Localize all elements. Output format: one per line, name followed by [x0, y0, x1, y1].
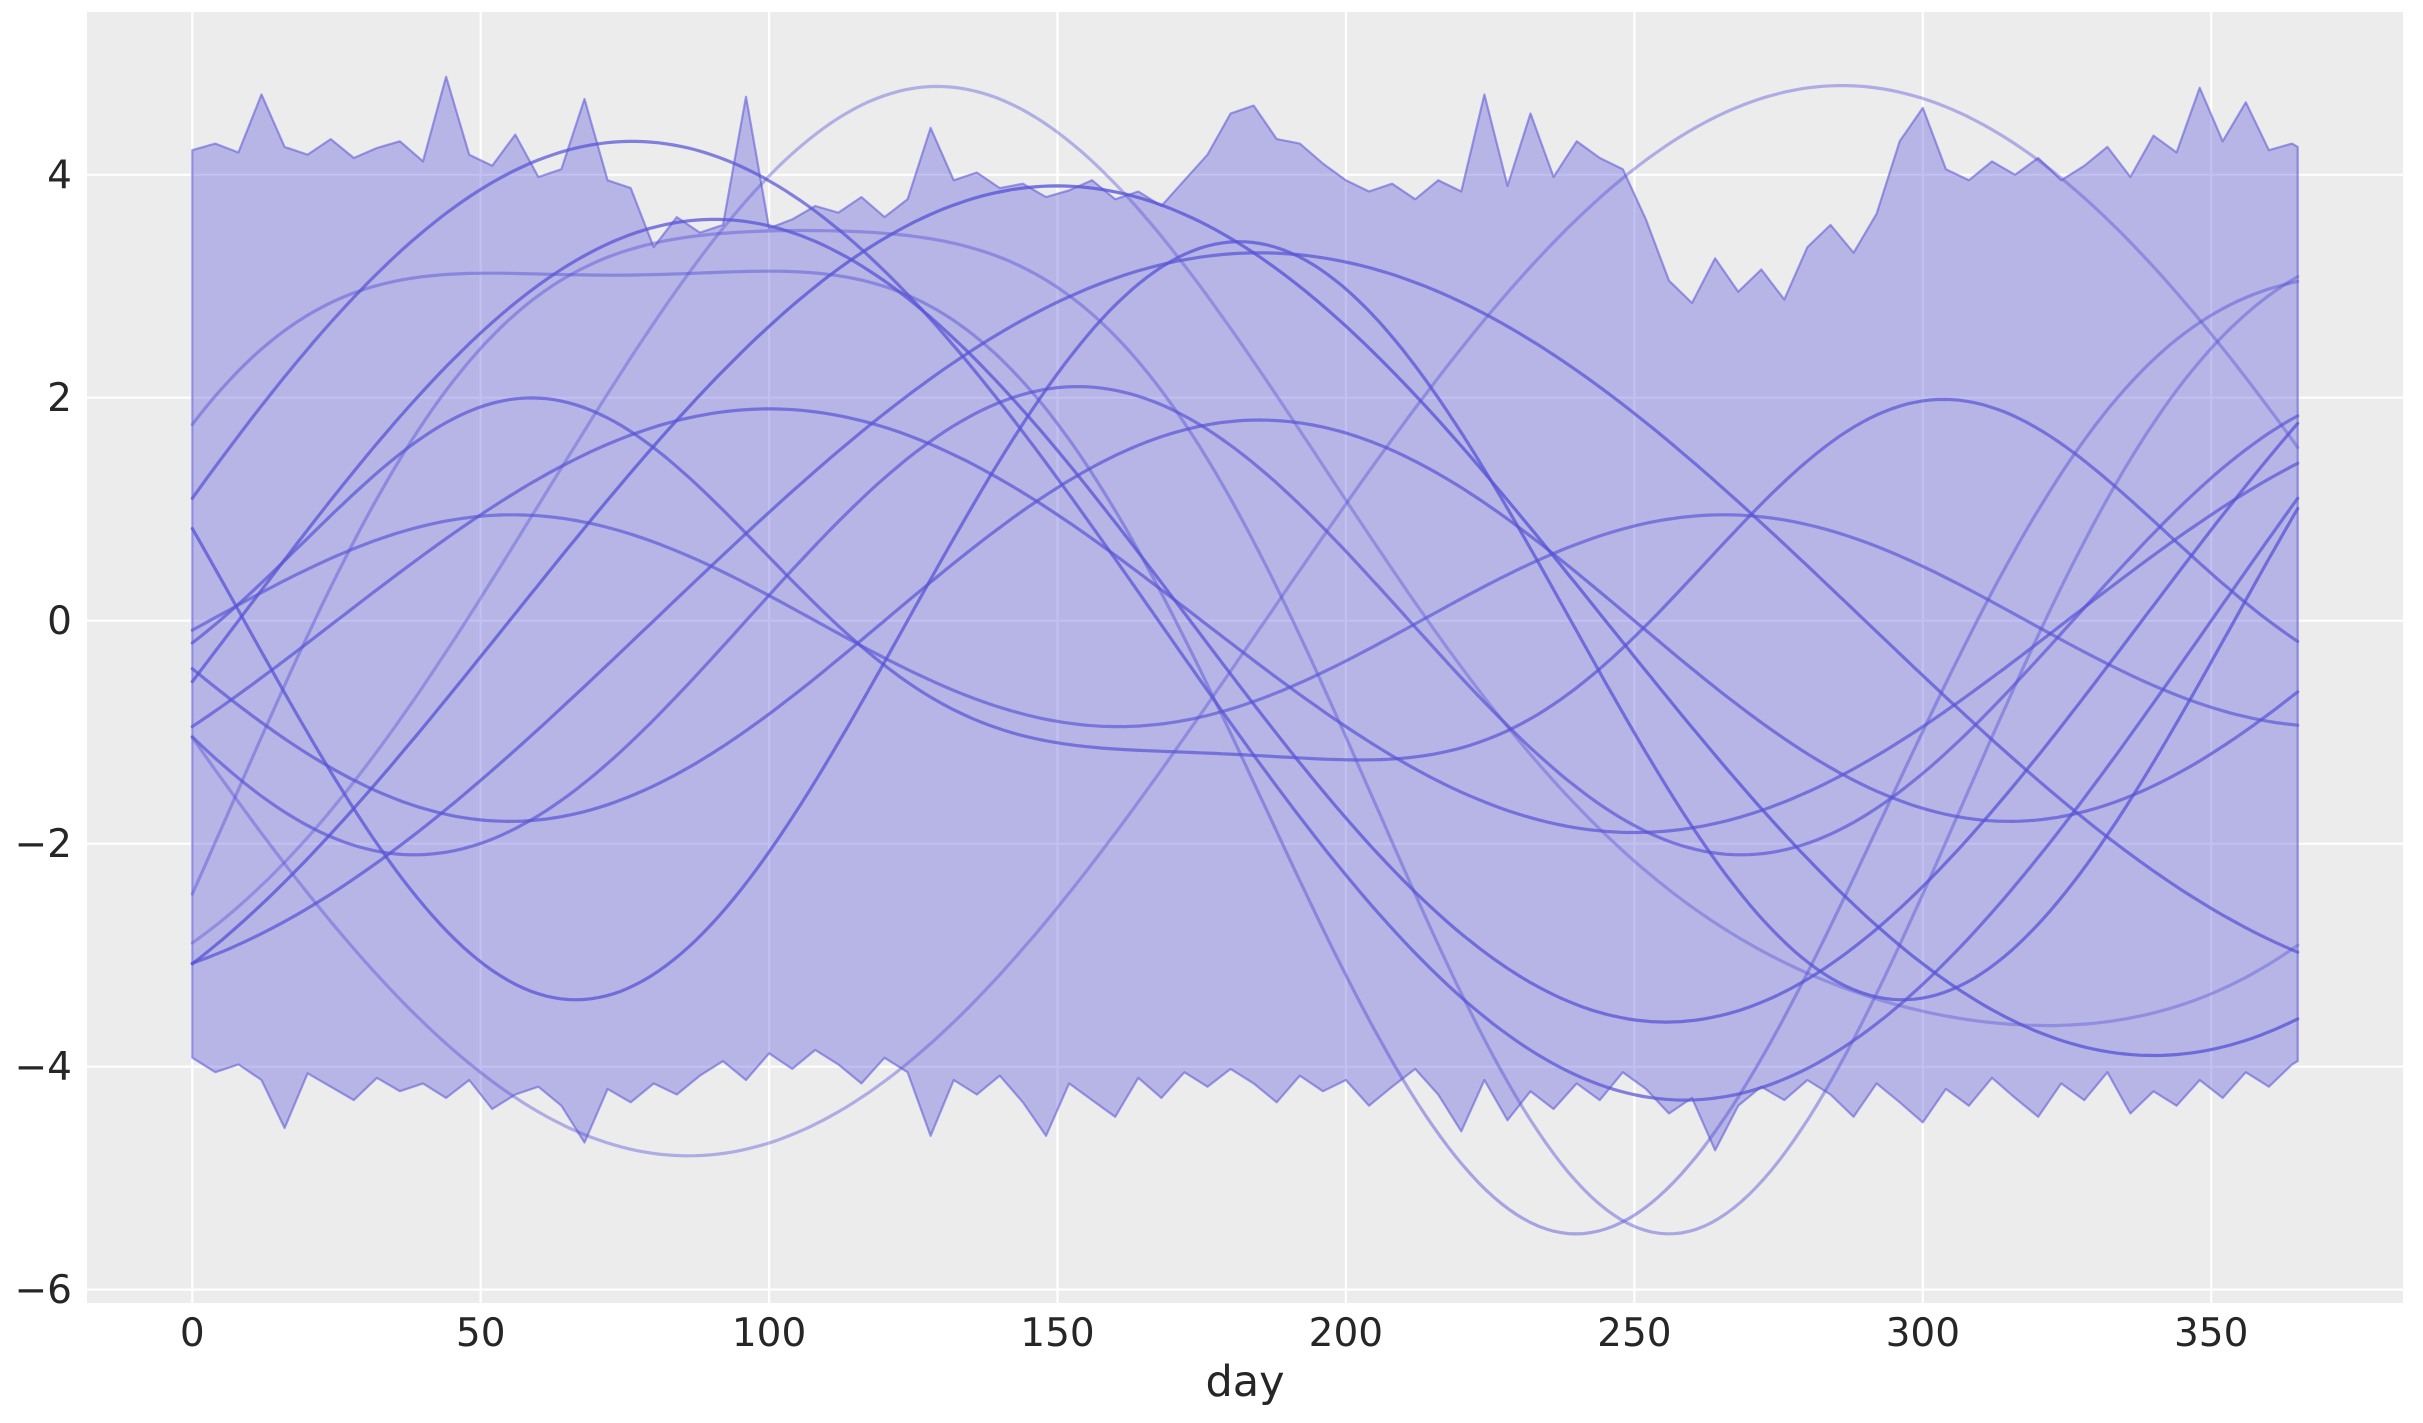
timeseries-curve-11 — [190, 407, 2300, 835]
timeseries-curve-5 — [190, 139, 2300, 1102]
x-tick-label-300: 300 — [1886, 1311, 1960, 1356]
x-tick-labels: 0 50 100 150 200 250 300 350 — [180, 1311, 2249, 1356]
timeseries-curve-4 — [190, 84, 2300, 1158]
timeseries-curve-14 — [190, 251, 2300, 965]
y-tick-label-4: 4 — [47, 153, 72, 198]
x-tick-label-100: 100 — [732, 1311, 806, 1356]
y-tick-label-−6: −6 — [15, 1268, 73, 1313]
x-tick-label-250: 250 — [1597, 1311, 1671, 1356]
x-tick-label-200: 200 — [1309, 1311, 1383, 1356]
y-tick-label-−4: −4 — [15, 1045, 73, 1090]
x-tick-label-0: 0 — [180, 1311, 205, 1356]
spaghetti-curves — [190, 84, 2300, 1236]
timeseries-curve-8 — [190, 513, 2300, 729]
x-tick-label-150: 150 — [1020, 1311, 1094, 1356]
y-tick-label-0: 0 — [47, 599, 72, 644]
y-tick-label-2: 2 — [47, 376, 72, 421]
timeseries-curve-9 — [190, 418, 2300, 824]
timeseries-curve-6 — [190, 240, 2300, 1002]
timeseries-curve-10 — [190, 217, 2300, 1024]
data-layer — [190, 75, 2300, 1236]
x-tick-label-350: 350 — [2174, 1311, 2248, 1356]
y-tick-labels: −6 −4 −2 0 2 4 — [15, 153, 73, 1313]
x-tick-label-50: 50 — [456, 1311, 506, 1356]
y-tick-label-−2: −2 — [15, 822, 73, 867]
timeseries-curve-12 — [190, 384, 2300, 857]
envelope-band — [191, 75, 2299, 1152]
timeseries-curve-1 — [190, 84, 2300, 1028]
timeseries-curve-7 — [190, 396, 2300, 762]
timeseries-curve-2 — [190, 228, 2300, 1236]
timeseries-curve-13 — [190, 184, 2300, 1058]
timeseries-curve-3 — [190, 269, 2300, 1236]
x-axis-label: day — [1205, 1357, 1284, 1407]
